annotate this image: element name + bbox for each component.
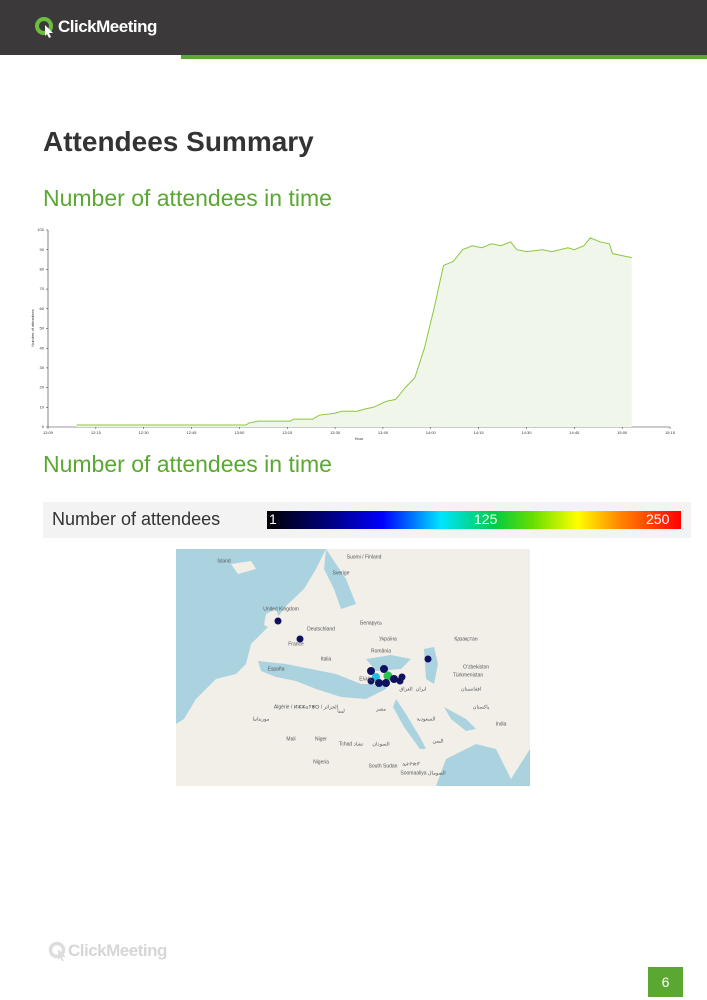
footer-logo-icon (48, 941, 66, 961)
x-tick-label: 12:00 (43, 430, 54, 435)
x-tick-label: 14:00 (426, 430, 437, 435)
y-tick-label: 60 (40, 306, 45, 311)
x-tick-label: 14:45 (569, 430, 580, 435)
map-label: España (268, 666, 285, 672)
page-title: Attendees Summary (43, 126, 314, 157)
map-label: Niger (315, 736, 327, 742)
map-label: السودان (372, 741, 389, 747)
britain (264, 609, 280, 629)
map-label: Ελλάς (359, 675, 373, 682)
map-label: ليبيا (337, 708, 345, 714)
map-label: اليمن (432, 738, 443, 744)
atlantic (176, 549, 326, 724)
footer-logo-text: ClickMeeting (68, 941, 167, 960)
x-axis-label: Hour (355, 436, 364, 441)
map-label: Suomi / Finland (347, 554, 382, 560)
y-tick-label: 100 (37, 227, 44, 232)
y-tick-label: 70 (40, 286, 45, 291)
x-tick-label: 15:00 (617, 430, 628, 435)
y-tick-label: 0 (42, 424, 45, 429)
attendee-dots (274, 617, 432, 687)
y-tick-label: 50 (40, 326, 45, 331)
map-label: Algérie / ⵍⵣⵣⴰⵢⴻⵔ / الجزائر (274, 704, 338, 710)
y-tick-label: 40 (40, 345, 45, 350)
map-label: Беларусь (360, 620, 382, 626)
x-tick-label: 12:30 (139, 430, 150, 435)
scale-max-label: 250 (646, 511, 670, 527)
map-label: Ísland (217, 557, 231, 564)
map-label: ኢትዮጵያ (402, 761, 419, 767)
map-label: افغانستان (461, 686, 481, 692)
header-bar (0, 0, 707, 55)
y-tick-label: 30 (40, 365, 45, 370)
x-tick-label: 13:30 (330, 430, 341, 435)
map-label: Soomaaliya الصومال (400, 770, 445, 776)
black-sea (366, 655, 411, 671)
x-tick-label: 15:15 (665, 430, 676, 435)
map-label: Қазақстан (454, 636, 477, 642)
x-tick-label: 12:45 (187, 430, 198, 435)
map-label: ایران (416, 686, 427, 692)
logo-text: ClickMeeting (58, 17, 157, 36)
header-accent (181, 55, 707, 59)
chart: Number of attendees Hour 0 10 20 30 40 50 60 70… (30, 227, 676, 441)
map-label: العراق (399, 686, 412, 692)
map-label: Tchad تشاد (339, 741, 364, 747)
map-label: India (496, 721, 507, 727)
area (76, 237, 632, 427)
x-tick-label: 13:15 (282, 430, 293, 435)
line (76, 237, 632, 426)
map-label: موريتانيا (253, 716, 270, 722)
y-axis-label: Number of attendees (30, 309, 35, 346)
y-tick-label: 20 (40, 385, 45, 390)
map-label: السعودية (417, 716, 436, 722)
x-tick-label: 14:30 (521, 430, 532, 435)
map-label: France (288, 641, 304, 647)
map: Ísland Suomi / Finland Sverige United Kingd… (176, 549, 530, 786)
scale-min-label: 1 (269, 511, 277, 527)
legend-title: Number of attendees (52, 509, 221, 529)
section-heading: Number of attendees in time (43, 185, 332, 211)
page-number: 6 (648, 967, 683, 997)
map-label: South Sudan (369, 763, 398, 769)
map-label: Oʻzbekiston (463, 663, 489, 670)
arabian-sea (436, 744, 530, 786)
gulf (444, 707, 476, 731)
map-label: Türkmenistan (453, 672, 484, 678)
map-label: پاکستان (473, 704, 490, 710)
map-label: Nigeria (313, 759, 329, 765)
x-tick-label: 13:45 (378, 430, 389, 435)
logo-icon (35, 17, 53, 38)
red-sea (393, 699, 426, 749)
x-tick-label: 14:15 (474, 430, 485, 435)
map-label: مصر (375, 706, 386, 712)
y-tick-label: 80 (40, 266, 45, 271)
map-label: Deutschland (307, 626, 335, 632)
mediterranean (258, 661, 391, 699)
x-tick-label: 12:15 (91, 430, 102, 435)
map-label: Sverige (333, 570, 350, 576)
scale-mid-label: 125 (474, 511, 498, 527)
y-tick-label: 10 (40, 404, 45, 409)
map-label: Україна (379, 636, 397, 642)
y-tick-label: 90 (40, 247, 45, 252)
iceland (231, 561, 256, 574)
map-label: Italia (321, 656, 332, 662)
color-scale (267, 511, 681, 529)
map-label: United Kingdom (263, 606, 299, 612)
map-label: România (371, 648, 391, 654)
map-label: Mali (286, 736, 295, 742)
section-heading: Number of attendees in time (43, 451, 332, 477)
baltic (324, 549, 356, 609)
x-tick-label: 13:00 (234, 430, 245, 435)
